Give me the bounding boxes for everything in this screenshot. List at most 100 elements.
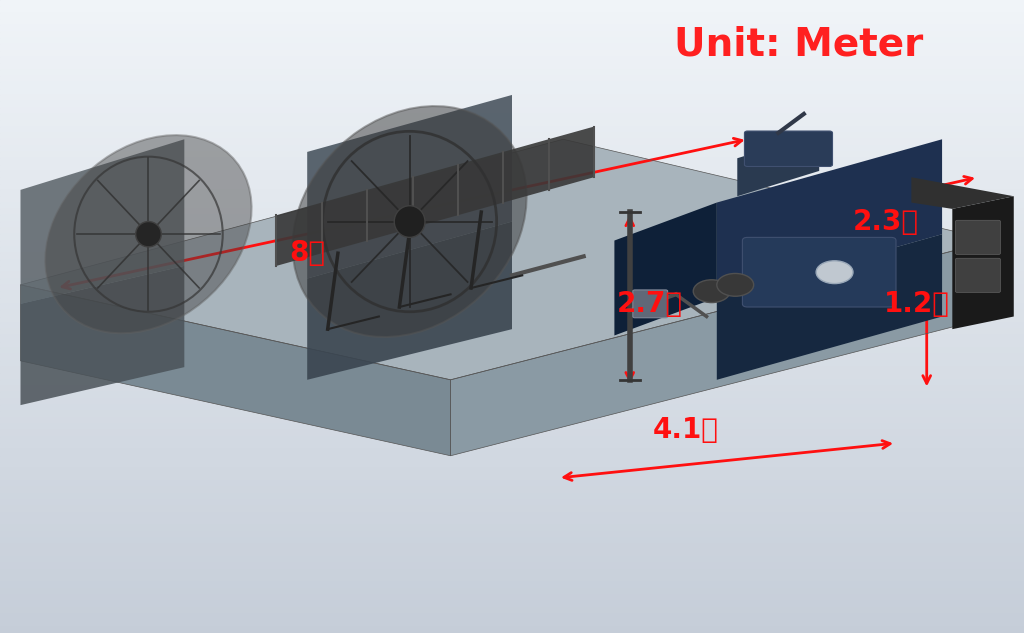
Bar bbox=[0, 316, 1024, 323]
Text: 8米: 8米 bbox=[289, 239, 326, 267]
Bar bbox=[0, 323, 1024, 329]
Bar bbox=[0, 481, 1024, 487]
Bar bbox=[0, 165, 1024, 171]
Bar bbox=[0, 253, 1024, 260]
Bar bbox=[0, 222, 1024, 228]
FancyBboxPatch shape bbox=[955, 258, 1000, 292]
Bar bbox=[0, 298, 1024, 304]
Bar bbox=[0, 449, 1024, 456]
Bar bbox=[0, 563, 1024, 570]
Bar bbox=[0, 500, 1024, 506]
Bar bbox=[0, 424, 1024, 430]
Bar bbox=[0, 614, 1024, 620]
Polygon shape bbox=[307, 95, 512, 279]
Bar bbox=[0, 582, 1024, 589]
Bar bbox=[0, 373, 1024, 380]
Bar bbox=[0, 291, 1024, 298]
Polygon shape bbox=[307, 222, 512, 380]
Bar bbox=[0, 228, 1024, 234]
Text: 4.1米: 4.1米 bbox=[653, 417, 719, 444]
Bar bbox=[0, 234, 1024, 241]
Bar bbox=[0, 25, 1024, 32]
Bar bbox=[0, 361, 1024, 367]
Polygon shape bbox=[737, 133, 819, 196]
Bar bbox=[0, 354, 1024, 361]
FancyBboxPatch shape bbox=[955, 220, 1000, 254]
Polygon shape bbox=[911, 177, 1014, 209]
Bar bbox=[0, 589, 1024, 595]
Circle shape bbox=[717, 273, 754, 296]
Bar bbox=[0, 241, 1024, 247]
Bar bbox=[0, 462, 1024, 468]
Ellipse shape bbox=[394, 206, 425, 237]
Bar bbox=[0, 335, 1024, 342]
Text: 2.7米: 2.7米 bbox=[617, 290, 683, 318]
Bar bbox=[0, 513, 1024, 519]
FancyBboxPatch shape bbox=[633, 290, 668, 318]
Ellipse shape bbox=[135, 222, 162, 247]
Bar bbox=[0, 551, 1024, 557]
Bar bbox=[0, 114, 1024, 120]
Bar bbox=[0, 127, 1024, 133]
Bar bbox=[0, 272, 1024, 279]
FancyBboxPatch shape bbox=[744, 131, 833, 166]
Ellipse shape bbox=[293, 106, 526, 337]
Bar bbox=[0, 367, 1024, 373]
Bar bbox=[0, 32, 1024, 38]
Bar bbox=[0, 506, 1024, 513]
Bar bbox=[0, 171, 1024, 177]
Polygon shape bbox=[717, 139, 942, 298]
Text: 1.2米: 1.2米 bbox=[884, 290, 949, 318]
Bar bbox=[0, 63, 1024, 70]
Bar bbox=[0, 411, 1024, 418]
Bar bbox=[0, 247, 1024, 253]
Bar bbox=[0, 139, 1024, 146]
Bar bbox=[0, 595, 1024, 601]
Bar bbox=[0, 70, 1024, 76]
Bar bbox=[0, 532, 1024, 538]
Bar bbox=[0, 310, 1024, 316]
Bar bbox=[0, 203, 1024, 209]
Bar bbox=[0, 380, 1024, 386]
Polygon shape bbox=[276, 127, 594, 266]
Bar bbox=[0, 405, 1024, 411]
Polygon shape bbox=[952, 196, 1014, 329]
Bar bbox=[0, 38, 1024, 44]
Bar bbox=[0, 557, 1024, 563]
Bar bbox=[0, 152, 1024, 158]
Circle shape bbox=[693, 280, 730, 303]
Bar bbox=[0, 399, 1024, 405]
Bar bbox=[0, 570, 1024, 576]
Bar bbox=[0, 101, 1024, 108]
Bar bbox=[0, 57, 1024, 63]
Bar bbox=[0, 418, 1024, 424]
Bar bbox=[0, 177, 1024, 184]
Polygon shape bbox=[451, 241, 993, 456]
Bar bbox=[0, 76, 1024, 82]
Polygon shape bbox=[20, 266, 184, 405]
Ellipse shape bbox=[45, 135, 252, 333]
Bar bbox=[0, 95, 1024, 101]
Bar bbox=[0, 285, 1024, 291]
Bar bbox=[0, 215, 1024, 222]
Polygon shape bbox=[20, 139, 184, 304]
Bar bbox=[0, 260, 1024, 266]
Bar bbox=[0, 120, 1024, 127]
Bar bbox=[0, 392, 1024, 399]
Bar bbox=[0, 601, 1024, 608]
Text: 2.3米: 2.3米 bbox=[853, 208, 919, 235]
Bar bbox=[0, 146, 1024, 152]
Bar bbox=[0, 190, 1024, 196]
Bar bbox=[0, 608, 1024, 614]
Bar bbox=[0, 44, 1024, 51]
Bar bbox=[0, 544, 1024, 551]
Bar bbox=[0, 342, 1024, 348]
Bar bbox=[0, 6, 1024, 13]
Bar bbox=[0, 304, 1024, 310]
Polygon shape bbox=[20, 139, 993, 380]
Bar bbox=[0, 209, 1024, 215]
Text: Unit: Meter: Unit: Meter bbox=[674, 25, 924, 63]
Bar bbox=[0, 279, 1024, 285]
Bar bbox=[0, 475, 1024, 481]
Bar bbox=[0, 348, 1024, 354]
